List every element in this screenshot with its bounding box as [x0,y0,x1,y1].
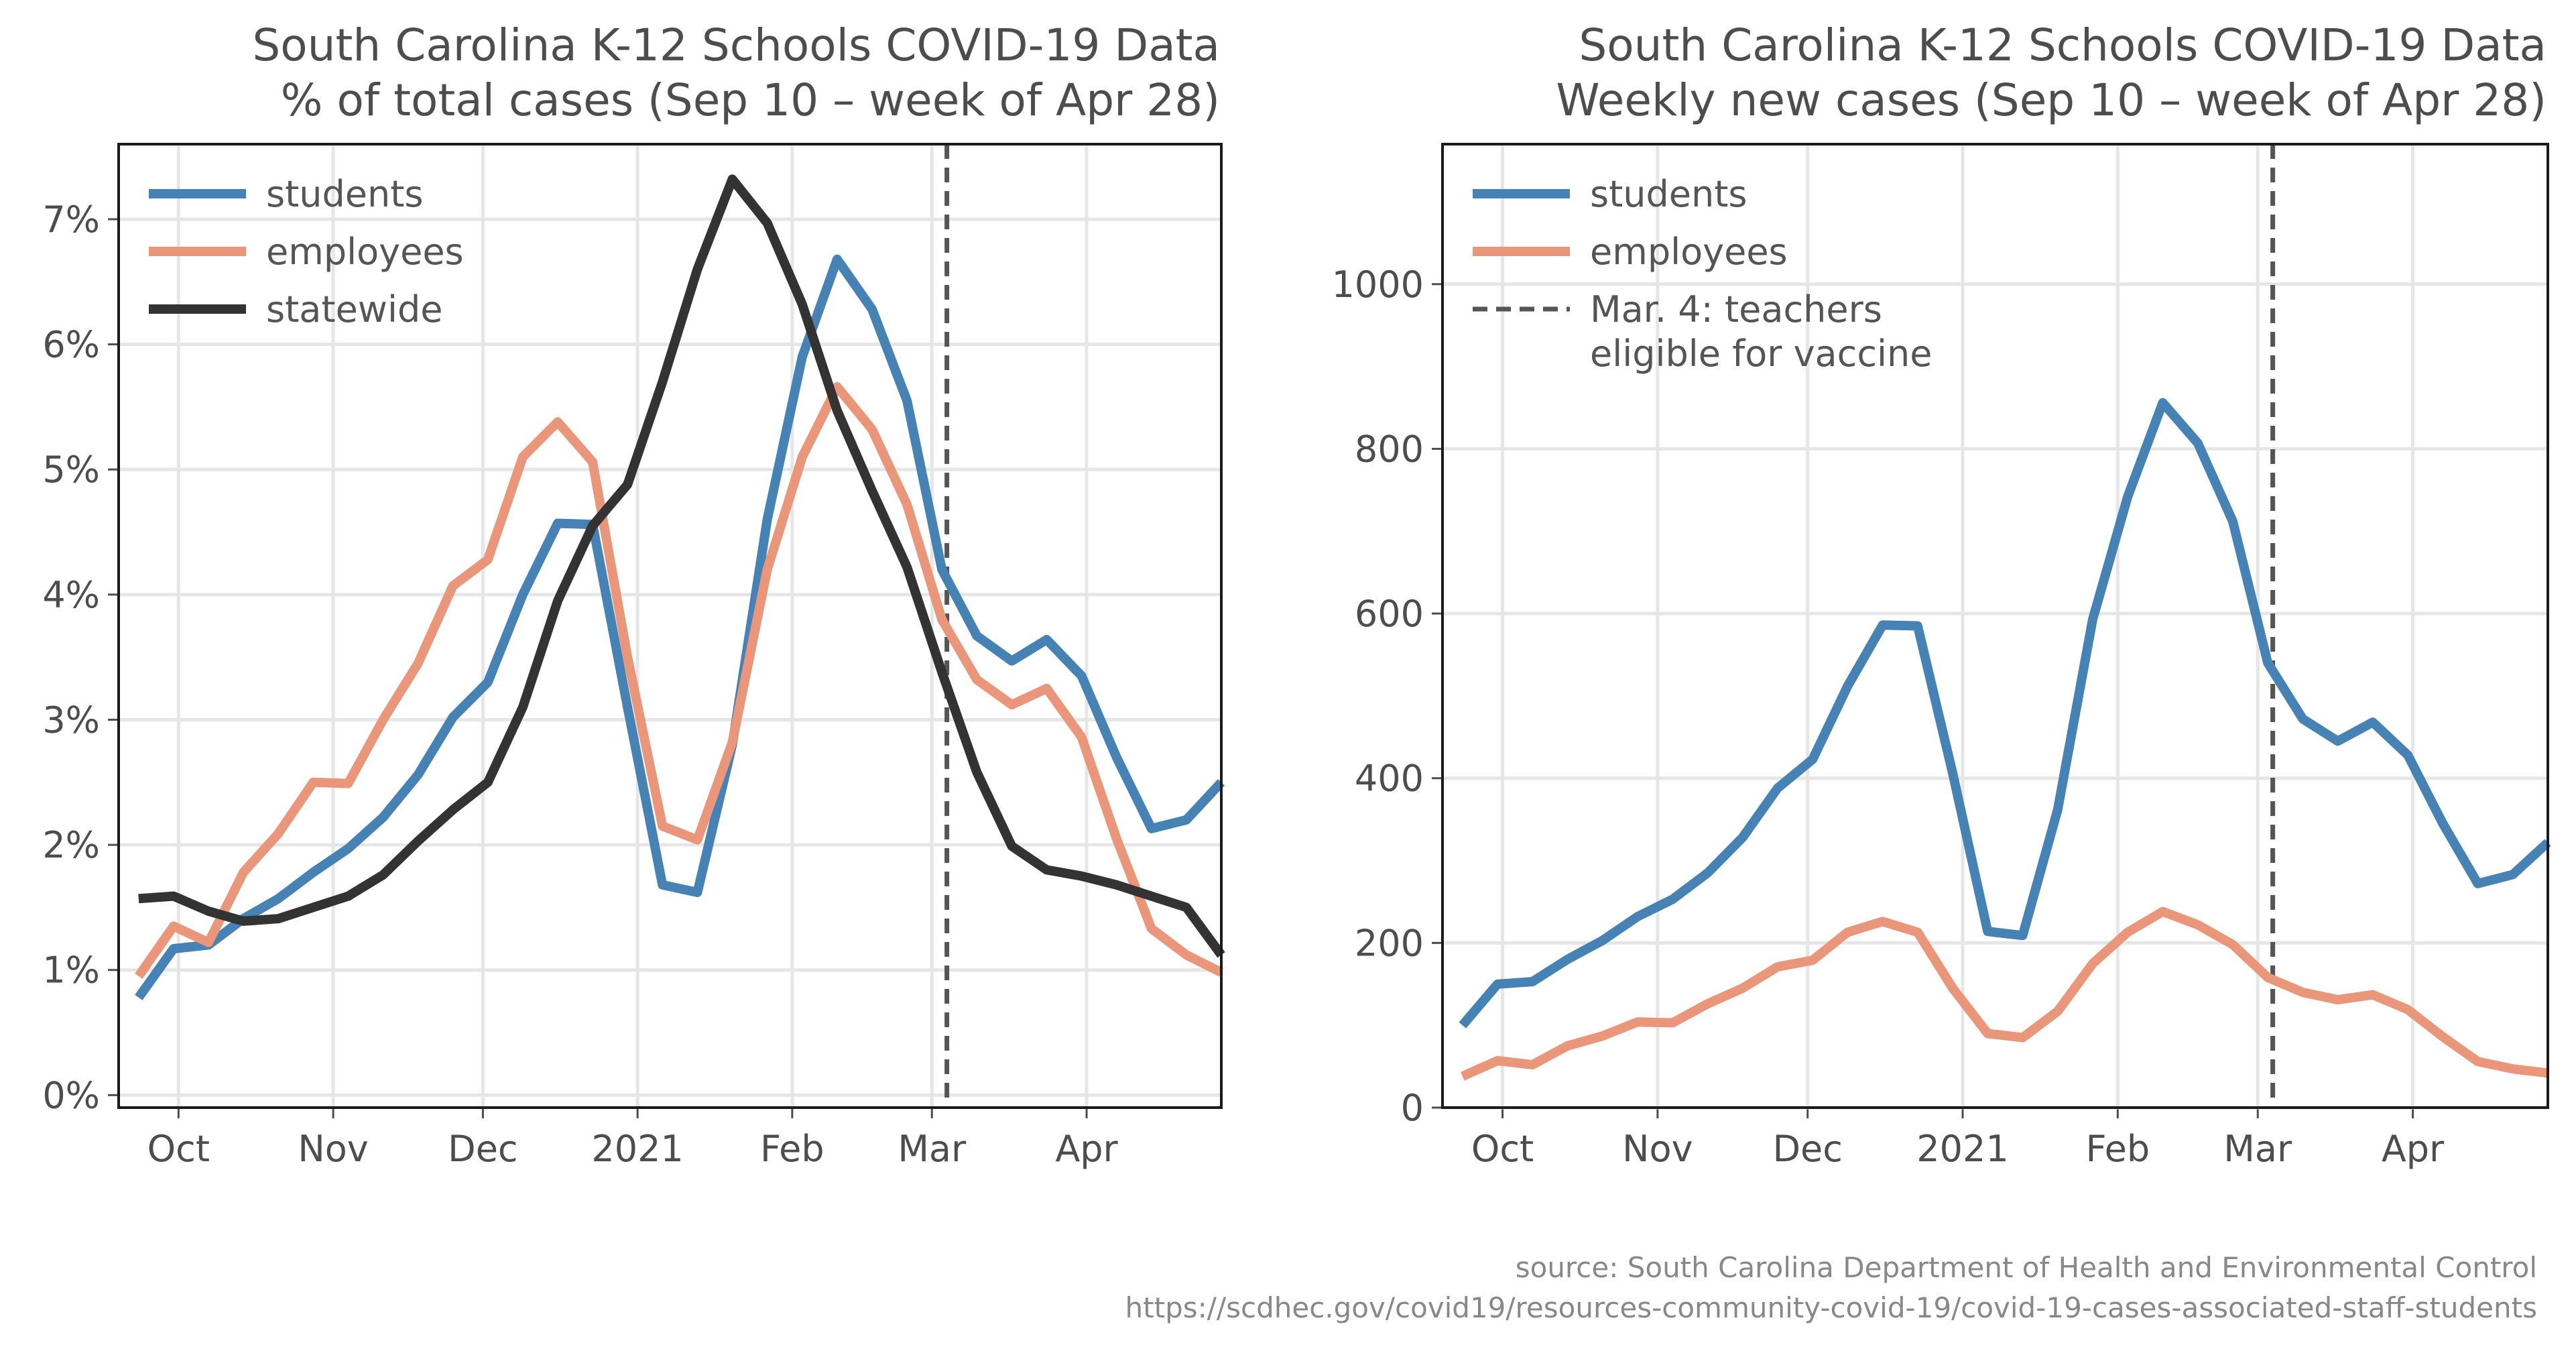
y-tick-label: 7% [42,198,100,241]
x-tick-label: Nov [1622,1128,1693,1170]
x-tick-label: Apr [1055,1128,1118,1170]
plot-frame [1441,143,2549,1109]
series-line-employees [135,382,1224,980]
y-tick-label: 200 [1355,922,1424,964]
chart-percent-of-total-cases: South Carolina K-12 Schools COVID-19 Dat… [42,19,1225,1170]
source-line-2: https://scdhec.gov/covid19/resources-com… [1125,1291,2537,1324]
x-tick-label: 2021 [1916,1128,2008,1170]
legend-label: employees [266,231,464,273]
x-tick-label: Oct [147,1128,210,1170]
series-line-students [135,254,1225,1000]
x-tick-label: Dec [448,1128,518,1170]
y-tick-label: 3% [42,699,100,741]
chart-title-line-1: South Carolina K-12 Schools COVID-19 Dat… [1579,19,2547,71]
chart-weekly-new-cases: South Carolina K-12 Schools COVID-19 Dat… [1332,19,2551,1170]
plot-frame [117,143,1223,1109]
x-tick-label: Feb [760,1128,824,1170]
legend-label: employees [1590,231,1788,273]
series-line-statewide [138,174,1225,958]
series-line-students [1459,398,2551,1028]
legend-label: students [266,173,424,215]
x-tick-label: Mar [898,1128,967,1170]
y-tick-label: 5% [42,449,100,491]
y-tick-label: 1000 [1332,263,1424,306]
x-tick-label: Mar [2223,1128,2292,1170]
y-tick-label: 0% [42,1074,100,1116]
chart-title-line-1: South Carolina K-12 Schools COVID-19 Dat… [252,19,1220,71]
series-line-employees [1460,906,2549,1081]
y-tick-label: 600 [1355,593,1424,635]
y-tick-label: 1% [42,949,100,992]
y-tick-label: 2% [42,824,100,866]
legend-label: Mar. 4: teachers [1590,288,1882,331]
y-tick-label: 800 [1355,428,1424,470]
legend-label: students [1590,173,1747,215]
y-tick-label: 4% [42,574,100,616]
chart-title-line-2: % of total cases (Sep 10 – week of Apr 2… [281,74,1220,126]
x-tick-label: Feb [2086,1128,2150,1170]
x-tick-label: Oct [1471,1128,1534,1170]
source-line-1: source: South Carolina Department of Hea… [1516,1251,2537,1284]
x-tick-label: Nov [298,1128,368,1170]
legend-label-continued: eligible for vaccine [1590,333,1932,375]
y-tick-label: 6% [42,324,100,366]
x-tick-label: 2021 [591,1128,683,1170]
y-tick-label: 0 [1401,1087,1424,1129]
x-tick-label: Apr [2382,1128,2445,1170]
chart-title-line-2: Weekly new cases (Sep 10 – week of Apr 2… [1556,74,2547,126]
legend-label: statewide [266,288,442,331]
y-tick-label: 400 [1355,758,1424,800]
x-tick-label: Dec [1772,1128,1843,1170]
